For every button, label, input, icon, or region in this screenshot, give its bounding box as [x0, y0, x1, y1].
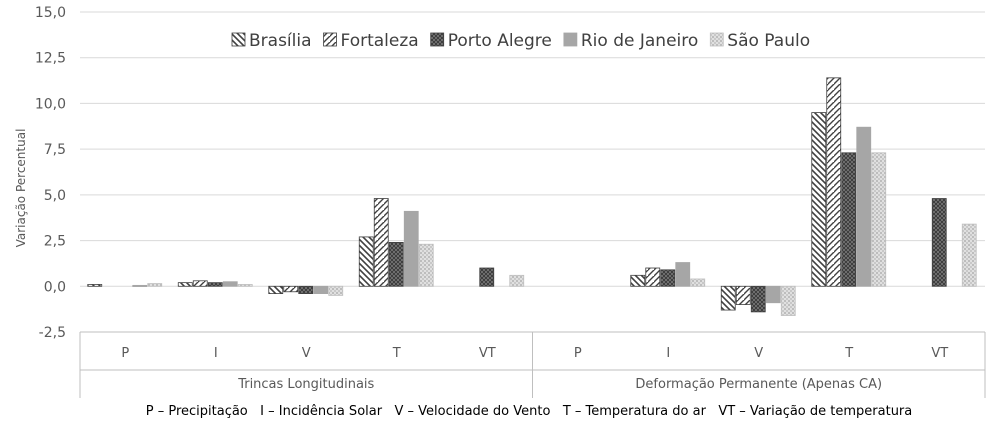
y-tick-label: -2,5 — [39, 325, 66, 341]
bar — [856, 126, 872, 287]
bar — [735, 285, 751, 305]
footnote: P – Precipitação I – Incidência Solar V … — [146, 404, 913, 419]
bar — [313, 285, 329, 294]
x-tick-label: VT — [479, 346, 496, 361]
bar — [358, 236, 374, 287]
bar — [765, 285, 781, 304]
legend-label: Porto Alegre — [448, 31, 552, 51]
bars — [87, 77, 977, 316]
y-tick-label: 10,0 — [35, 96, 66, 112]
x-tick-label: P — [574, 346, 582, 361]
bar — [479, 267, 495, 287]
bar — [509, 274, 525, 287]
bar — [645, 267, 661, 287]
bar — [780, 285, 796, 316]
x-tick-label: V — [302, 346, 311, 361]
bar — [147, 283, 163, 287]
bar — [388, 241, 404, 287]
bar — [675, 262, 691, 287]
bar — [373, 198, 389, 287]
bar — [418, 243, 434, 287]
bar — [690, 278, 706, 287]
legend-swatch — [563, 32, 578, 47]
x-tick-label: I — [214, 346, 218, 361]
x-tick-label: P — [121, 346, 129, 361]
y-tick-label: 0,0 — [44, 279, 66, 295]
bar — [237, 284, 253, 287]
bar — [403, 210, 419, 287]
group-label: Deformação Permanente (Apenas CA) — [635, 377, 882, 392]
x-tick-label: V — [754, 346, 763, 361]
y-axis-ticks: -2,5 0,0 2,5 5,0 7,5 10,0 12,5 15,0 — [35, 5, 66, 341]
x-tick-label: T — [844, 346, 853, 361]
bar — [328, 285, 344, 296]
legend-label: Fortaleza — [341, 31, 419, 51]
legend-swatch — [323, 32, 337, 47]
x-tick-label: I — [666, 346, 670, 361]
y-tick-label: 7,5 — [44, 142, 66, 158]
y-tick-label: 2,5 — [44, 234, 66, 250]
legend-label: São Paulo — [727, 31, 810, 51]
bar — [750, 285, 766, 313]
legend-label: Brasília — [249, 31, 312, 51]
bar — [268, 285, 284, 294]
group-label: Trincas Longitudinais — [237, 377, 374, 392]
y-tick-label: 12,5 — [35, 51, 66, 67]
bar — [660, 269, 676, 287]
legend-label: Rio de Janeiro — [581, 31, 698, 51]
bar — [630, 274, 646, 287]
bar — [298, 285, 314, 294]
bar — [811, 112, 827, 287]
y-axis-label: Variação Percentual — [14, 129, 28, 248]
bar — [961, 223, 977, 287]
x-tick-label: T — [392, 346, 401, 361]
legend-swatch — [709, 32, 724, 47]
legend: Brasília Fortaleza Porto Alegre Rio de Jane… — [231, 31, 810, 51]
bar — [720, 285, 736, 311]
bar — [207, 282, 223, 287]
legend-swatch — [430, 32, 445, 47]
y-tick-label: 5,0 — [44, 188, 66, 204]
bar — [222, 281, 238, 287]
x-tick-label: VT — [931, 346, 948, 361]
y-tick-label: 15,0 — [35, 5, 66, 21]
bar — [283, 285, 299, 293]
bar — [931, 198, 947, 287]
bar — [192, 280, 208, 287]
bar — [177, 282, 193, 287]
bar — [87, 284, 103, 287]
bar — [132, 284, 148, 287]
bar — [826, 77, 842, 287]
legend-swatch — [231, 32, 246, 47]
bar — [871, 152, 887, 287]
bar — [841, 152, 857, 287]
